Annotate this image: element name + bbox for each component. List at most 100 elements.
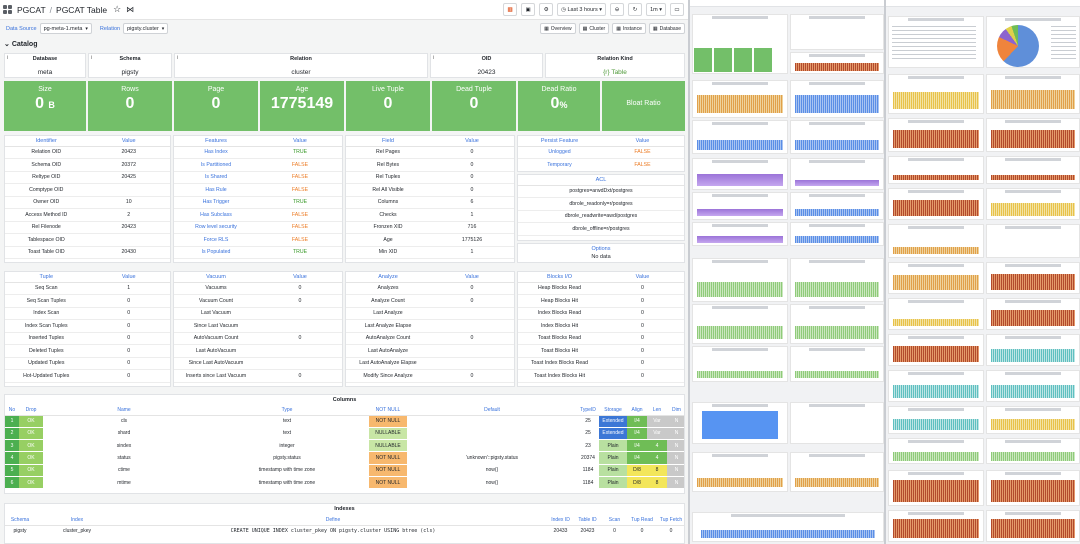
add-panel-button[interactable]: ▥ [503, 3, 518, 16]
column-header[interactable]: Scan [601, 515, 628, 526]
table-row: Tablespace OID [5, 233, 170, 247]
thumbnail-dashboard-right[interactable] [884, 0, 1080, 544]
refresh-interval-picker[interactable]: 1m ▾ [646, 3, 666, 16]
column-header[interactable]: Align [627, 405, 647, 416]
table-row: Toast Index Blocks Hit 0 [518, 369, 684, 383]
column-header[interactable]: Value [87, 136, 170, 147]
cell-key[interactable]: Is Shared [174, 171, 258, 184]
share-icon[interactable]: ⋈ [126, 5, 135, 14]
column-header[interactable]: Drop [19, 405, 43, 416]
stat-title: Page [207, 86, 225, 93]
cell-key[interactable]: Row level security [174, 221, 258, 234]
table-row: Is Populated TRUE [174, 246, 342, 259]
thumbnail-panel [790, 258, 884, 302]
column-header[interactable]: Define [119, 515, 547, 526]
thumbnail-panel-title [711, 122, 769, 125]
column-header[interactable]: Tup Fetch [656, 515, 684, 526]
column-header[interactable]: ACL [518, 175, 684, 186]
cell-key[interactable]: Temporary [518, 158, 601, 171]
info-icon[interactable]: i [177, 55, 179, 61]
column-header[interactable]: Tuple [5, 272, 88, 283]
column-header[interactable]: Value [601, 272, 684, 283]
column-header[interactable]: Index [35, 515, 119, 526]
column-header[interactable]: TypeID [577, 405, 599, 416]
table-row: Unlogged FALSE [518, 146, 684, 159]
column-header[interactable]: Analyze [346, 272, 430, 283]
link-overview[interactable]: ▦ Overview [540, 23, 576, 34]
column-header[interactable]: Value [87, 272, 170, 283]
apps-grid-icon[interactable] [3, 5, 12, 14]
column-header[interactable]: NOT NULL [369, 405, 407, 416]
info-icon[interactable]: i [91, 55, 93, 61]
info-icon[interactable]: i [433, 55, 435, 61]
column-header[interactable]: Field [346, 136, 430, 147]
refresh-icon[interactable]: ↻ [628, 3, 643, 16]
thumbnail-series [892, 275, 980, 290]
save-icon[interactable]: ▣ [521, 3, 536, 16]
cell-key[interactable]: Unlogged [518, 146, 601, 159]
column-header[interactable]: Blocks I/O [518, 272, 601, 283]
column-header[interactable]: Value [258, 272, 342, 283]
cell-key[interactable]: Is Populated [174, 246, 258, 259]
column-header[interactable]: Tup Read [628, 515, 656, 526]
column-header[interactable]: Default [407, 405, 577, 416]
cell-key: Rel Pages [346, 146, 430, 159]
column-header[interactable]: Table ID [574, 515, 601, 526]
relation-select[interactable]: pigsty.cluster ▾ [123, 23, 169, 34]
thumbnail-series [892, 345, 980, 362]
thumbnail-panel [986, 298, 1080, 330]
stat-title: Rows [121, 86, 139, 93]
cell-key[interactable]: Force RLS [174, 233, 258, 247]
settings-icon[interactable]: ⚙ [539, 3, 554, 16]
column-header[interactable]: Storage [599, 405, 627, 416]
cell-value: 0 [258, 332, 342, 345]
column-header[interactable]: Persist Feature [518, 136, 601, 147]
zoom-out-icon[interactable]: ⊖ [610, 3, 625, 16]
thumbnail-panel-title [711, 306, 769, 309]
column-header[interactable]: Name [43, 405, 205, 416]
tv-mode-icon[interactable]: ▭ [670, 3, 684, 16]
star-icon[interactable]: ☆ [113, 4, 122, 14]
breadcrumb-page[interactable]: PGCAT Table [56, 4, 108, 15]
row-catalog-header[interactable]: ⌄ Catalog [4, 40, 37, 48]
column-header[interactable]: Schema [5, 515, 35, 526]
column-header[interactable]: Type [205, 405, 369, 416]
cell-key[interactable]: Has Index [174, 146, 258, 159]
thumbnail-dashboard-left[interactable] [688, 0, 884, 544]
column-header[interactable]: Features [174, 136, 258, 147]
cell-schema: pigsty [5, 525, 35, 538]
thumbnail-series [794, 180, 880, 186]
cell-key[interactable]: Has Trigger [174, 196, 258, 209]
column-header[interactable]: Value [258, 136, 342, 147]
cell-value: 20430 [87, 246, 170, 259]
thumbnail-series [990, 202, 1076, 216]
datasource-select[interactable]: pg-meta-1.meta ▾ [39, 23, 92, 34]
table-row: Index Scan Tuples 0 [5, 319, 170, 333]
column-header[interactable]: Value [601, 136, 684, 147]
cell-align: D/8 [627, 464, 647, 477]
cell-value: 1 [430, 246, 514, 259]
breadcrumb-root[interactable]: PGCAT [17, 4, 46, 15]
column-header[interactable]: Vacuum [174, 272, 258, 283]
time-range-picker[interactable]: ◷ Last 3 hours ▾ [557, 3, 607, 16]
column-header[interactable]: Index ID [547, 515, 574, 526]
column-header[interactable]: Value [430, 272, 514, 283]
column-header[interactable]: Value [430, 136, 514, 147]
cell-key[interactable]: Has Rule [174, 183, 258, 197]
thumbnail-panel [790, 14, 884, 50]
info-icon[interactable]: i [7, 55, 9, 61]
column-header[interactable]: No [5, 405, 19, 416]
cell-define: CREATE UNIQUE INDEX cluster_pkey ON pigs… [119, 525, 547, 538]
column-header[interactable]: Identifier [5, 136, 88, 147]
link-cluster[interactable]: ▦ Cluster [578, 23, 610, 34]
thumbnail-panel [790, 304, 884, 344]
column-header[interactable]: Dim [667, 405, 684, 416]
cell-key[interactable]: Is Partitioned [174, 158, 258, 172]
thumbnail-series [892, 247, 980, 254]
link-database[interactable]: ▦ Database [648, 23, 685, 34]
link-instance[interactable]: ▦ Instance [612, 23, 646, 34]
cell-value: 0 [601, 282, 684, 295]
column-header[interactable]: Len [647, 405, 667, 416]
cell-key[interactable]: Has Subclass [174, 208, 258, 222]
